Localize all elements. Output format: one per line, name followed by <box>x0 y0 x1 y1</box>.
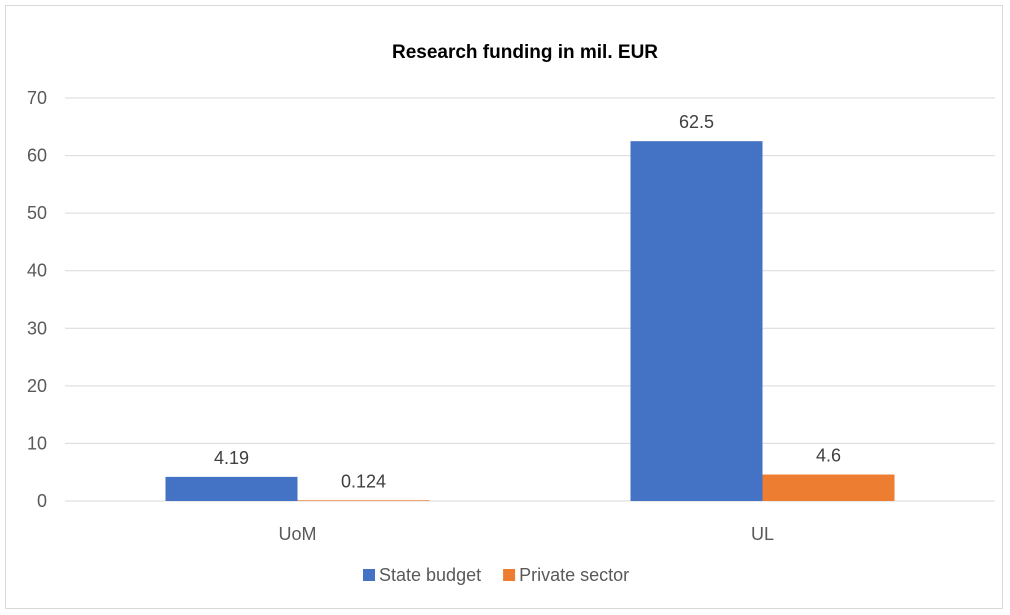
y-tick-label: 70 <box>27 88 47 108</box>
bar-state-budget-uom <box>165 476 298 501</box>
y-tick-label: 10 <box>27 433 47 453</box>
data-label: 4.6 <box>816 446 841 466</box>
y-tick-label: 20 <box>27 376 47 396</box>
data-label: 4.19 <box>214 448 249 468</box>
gridlines <box>65 97 995 502</box>
legend-label: Private sector <box>519 565 629 585</box>
y-tick-label: 60 <box>27 146 47 166</box>
data-label: 0.124 <box>341 471 386 491</box>
bars <box>165 141 895 501</box>
bar-state-budget-ul <box>630 141 763 501</box>
y-tick-label: 30 <box>27 318 47 338</box>
y-tick-label: 50 <box>27 203 47 223</box>
legend-label: State budget <box>379 565 481 585</box>
y-tick-label: 0 <box>37 491 47 511</box>
legend-swatch-private-sector <box>503 569 516 581</box>
legend-swatch-state-budget <box>363 569 375 581</box>
y-axis-ticks: 0 10 20 30 40 50 60 70 <box>27 88 47 511</box>
x-axis-categories: UoM UL <box>278 524 774 544</box>
x-category-label: UoM <box>278 524 316 544</box>
legend: State budget Private sector <box>363 565 629 585</box>
x-category-label: UL <box>751 524 774 544</box>
y-tick-label: 40 <box>27 261 47 281</box>
chart-frame <box>5 5 1003 609</box>
chart-title: Research funding in mil. EUR <box>392 42 658 63</box>
data-label: 62.5 <box>679 112 714 132</box>
bar-private-sector-uom <box>297 500 430 501</box>
bar-private-sector-ul <box>762 474 895 501</box>
data-labels: 4.19 0.124 62.5 4.6 <box>214 112 841 491</box>
